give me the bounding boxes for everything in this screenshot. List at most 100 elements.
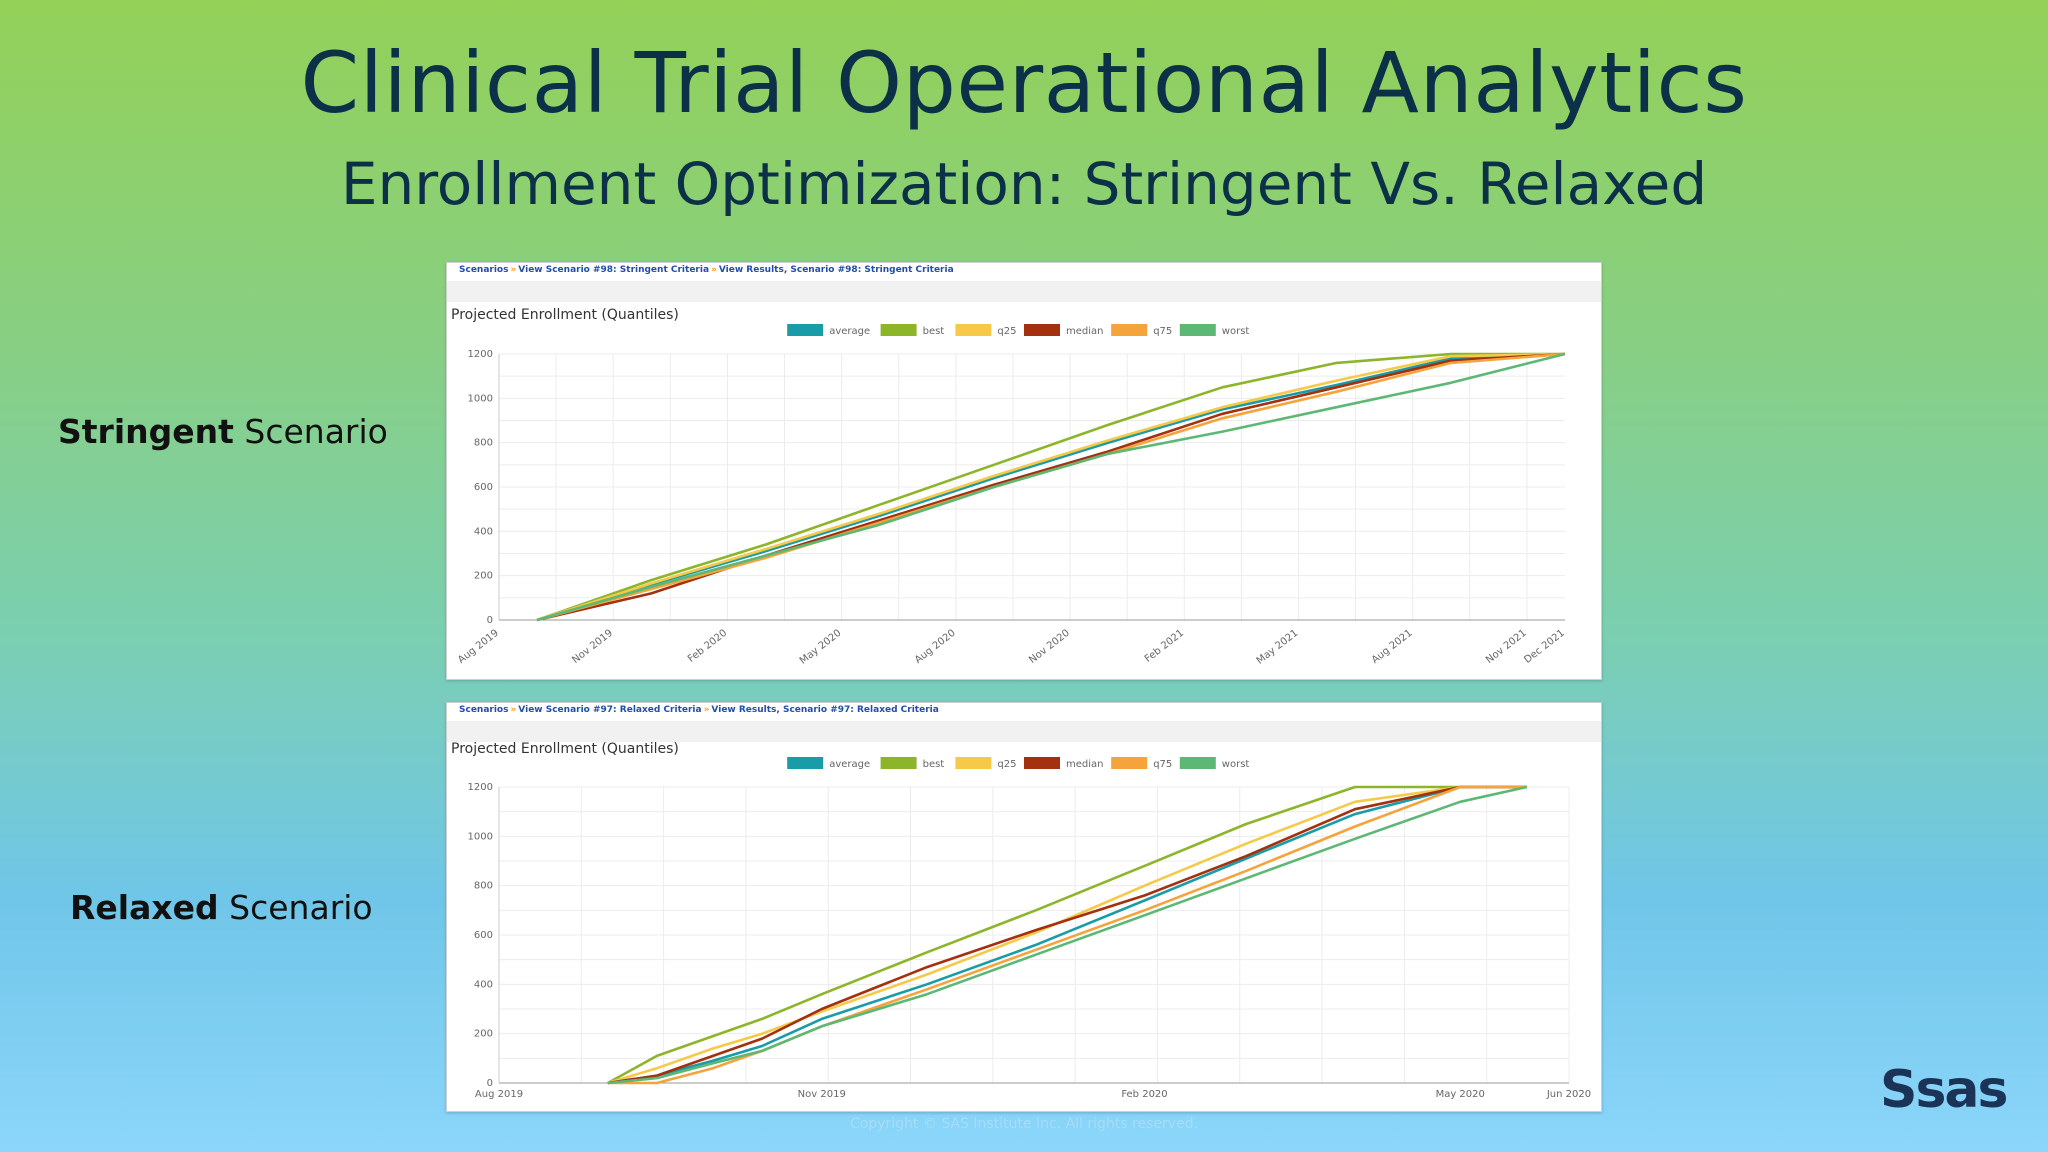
- breadcrumb-view-scenario[interactable]: View Scenario #98: Stringent Criteria: [518, 265, 710, 275]
- x-tick-label: Dec 2021: [1522, 628, 1567, 666]
- legend-swatch: [1179, 757, 1216, 769]
- y-tick-label: 1200: [468, 349, 493, 360]
- stringent-label-bold: Stringent: [58, 412, 234, 451]
- stringent-label-rest: Scenario: [233, 412, 388, 451]
- chart-title: Projected Enrollment (Quantiles): [451, 307, 679, 323]
- y-tick-label: 200: [474, 1029, 493, 1040]
- breadcrumb: Scenarios» View Scenario #97: Relaxed Cri…: [447, 703, 1601, 721]
- legend-item-q75[interactable]: q75: [1111, 324, 1172, 337]
- legend-swatch: [1111, 324, 1148, 336]
- series-line-worst: [536, 352, 1566, 622]
- x-tick-label: Nov 2019: [798, 1089, 846, 1100]
- x-tick-label: Nov 2019: [570, 628, 615, 666]
- x-tick-label: Nov 2020: [1027, 628, 1072, 666]
- legend-item-average[interactable]: average: [787, 324, 870, 337]
- legend-swatch: [1179, 324, 1216, 336]
- x-tick-label: Nov 2021: [1484, 628, 1529, 666]
- legend-item-worst[interactable]: worst: [1179, 757, 1250, 770]
- legend-item-median[interactable]: median: [1024, 757, 1104, 770]
- x-tick-label: May 2021: [1255, 628, 1301, 667]
- x-tick-label: Aug 2021: [1370, 628, 1415, 666]
- x-tick-label: Aug 2019: [456, 628, 501, 666]
- panel-toolbar: [447, 721, 1601, 742]
- slide-subtitle: Enrollment Optimization: Stringent Vs. R…: [340, 150, 1708, 218]
- relaxed-scenario-label: Relaxed Scenario: [70, 888, 373, 927]
- legend-item-average[interactable]: average: [787, 757, 870, 770]
- series-line-average: [536, 352, 1566, 622]
- legend-swatch: [1024, 324, 1060, 336]
- x-tick-label: Feb 2020: [1121, 1089, 1167, 1100]
- legend-label: best: [923, 326, 945, 337]
- legend-swatch: [1111, 757, 1148, 769]
- legend-item-q25[interactable]: q25: [955, 757, 1016, 770]
- x-tick-label: Jun 2020: [1546, 1089, 1591, 1100]
- breadcrumb-view-scenario[interactable]: View Scenario #97: Relaxed Criteria: [518, 705, 702, 715]
- sas-logo: Ssas: [1880, 1060, 2008, 1120]
- series-line-q25: [607, 785, 1527, 1085]
- legend-label: best: [923, 759, 945, 770]
- legend-item-best[interactable]: best: [880, 324, 945, 337]
- legend-item-q25[interactable]: q25: [955, 324, 1016, 337]
- x-tick-label: May 2020: [798, 628, 844, 667]
- legend-label: median: [1066, 326, 1104, 337]
- y-tick-label: 1000: [468, 831, 493, 842]
- legend-swatch: [955, 324, 992, 336]
- relaxed-label-bold: Relaxed: [70, 888, 219, 927]
- breadcrumb: Scenarios» View Scenario #98: Stringent C…: [447, 263, 1601, 281]
- series-line-q75: [607, 785, 1527, 1085]
- chart-title: Projected Enrollment (Quantiles): [451, 741, 679, 757]
- y-tick-label: 0: [487, 615, 493, 626]
- series-line-best: [536, 352, 1565, 622]
- relaxed-enrollment-chart: 0 200 400 600 800 1000 1200 Aug 2019 Nov 2019 Feb…: [468, 757, 1591, 1100]
- x-tick-label: Feb 2021: [1143, 628, 1186, 665]
- breadcrumb-scenarios[interactable]: Scenarios: [459, 265, 509, 275]
- legend-swatch: [1024, 757, 1060, 769]
- y-tick-label: 1200: [468, 782, 493, 793]
- legend-item-best[interactable]: best: [880, 757, 945, 770]
- legend-swatch: [880, 324, 917, 336]
- legend-label: average: [829, 326, 870, 337]
- y-tick-label: 1000: [468, 393, 493, 404]
- y-tick-label: 800: [474, 438, 493, 449]
- y-tick-label: 0: [487, 1078, 493, 1089]
- stringent-scenario-label: Stringent Scenario: [58, 412, 388, 451]
- legend-swatch: [955, 757, 992, 769]
- copyright-text: Copyright © SAS Institute Inc. All right…: [850, 1116, 1198, 1132]
- y-tick-label: 600: [474, 482, 493, 493]
- legend-label: q75: [1153, 326, 1172, 337]
- y-tick-label: 400: [474, 526, 493, 537]
- legend-label: q25: [997, 759, 1016, 770]
- breadcrumb-view-results[interactable]: View Results, Scenario #97: Relaxed Crit…: [711, 705, 939, 715]
- legend-item-q75[interactable]: q75: [1111, 757, 1172, 770]
- legend-label: q25: [997, 326, 1016, 337]
- breadcrumb-view-results[interactable]: View Results, Scenario #98: Stringent Cr…: [718, 265, 954, 275]
- relaxed-chart-panel: Scenarios» View Scenario #97: Relaxed Cri…: [446, 702, 1602, 1112]
- breadcrumb-scenarios[interactable]: Scenarios: [459, 705, 509, 715]
- legend-swatch: [787, 324, 824, 336]
- panel-toolbar: [447, 281, 1601, 302]
- legend-label: worst: [1222, 759, 1250, 770]
- series-line-best: [607, 785, 1527, 1085]
- x-tick-label: Aug 2020: [913, 628, 958, 666]
- legend-label: worst: [1222, 326, 1250, 337]
- stringent-chart-panel: Scenarios» View Scenario #98: Stringent C…: [446, 262, 1602, 680]
- legend-swatch: [880, 757, 917, 769]
- slide-title: Clinical Trial Operational Analytics: [300, 34, 1748, 132]
- x-tick-label: May 2020: [1436, 1089, 1485, 1100]
- series-line-median: [607, 785, 1527, 1085]
- legend-label: q75: [1153, 759, 1172, 770]
- y-tick-label: 200: [474, 571, 493, 582]
- legend-item-worst[interactable]: worst: [1179, 324, 1250, 337]
- legend-label: average: [829, 759, 870, 770]
- y-tick-label: 800: [474, 881, 493, 892]
- legend-swatch: [787, 757, 824, 769]
- legend-item-median[interactable]: median: [1024, 324, 1104, 337]
- series-line-q25: [536, 352, 1566, 622]
- series-line-worst: [607, 785, 1528, 1085]
- y-tick-label: 600: [474, 930, 493, 941]
- x-tick-label: Feb 2020: [686, 628, 729, 665]
- x-tick-label: Aug 2019: [475, 1089, 523, 1100]
- stringent-enrollment-chart: 0 200 400 600 800 1000 1200 Aug 2019 Nov 2019 Feb…: [456, 324, 1567, 667]
- legend-label: median: [1066, 759, 1104, 770]
- series-line-average: [607, 785, 1527, 1085]
